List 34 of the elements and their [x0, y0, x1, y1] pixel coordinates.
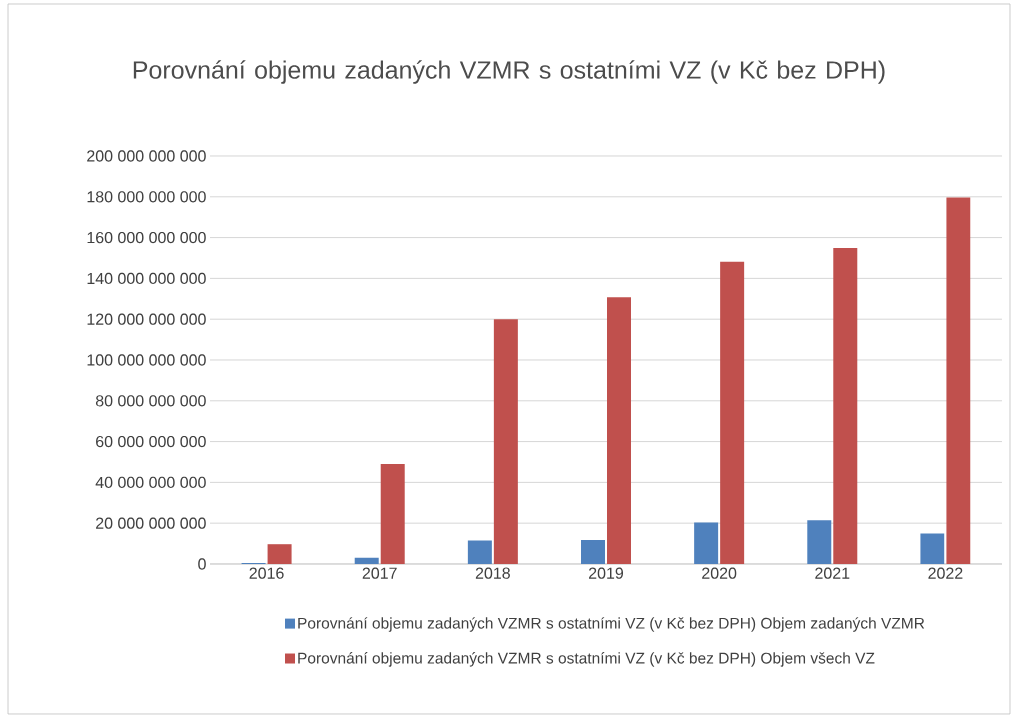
chart-title: Porovnání objemu zadaných VZMR s ostatními VZ (v Kč bez DPH)	[133, 60, 885, 84]
y-tick-label: 120 000 000 000	[87, 313, 206, 325]
y-tick-label: 180 000 000 000	[87, 191, 206, 203]
y-tick-label: 100 000 000 000	[87, 354, 206, 366]
x-tick-label: 2021	[815, 567, 850, 579]
y-tick-label: 200 000 000 000	[87, 150, 206, 162]
bar	[833, 248, 858, 564]
bar	[807, 520, 832, 564]
x-tick-label: 2020	[702, 567, 737, 579]
x-tick-label: 2017	[362, 567, 397, 579]
legend-label: Porovnání objemu zadaných VZMR s ostatními VZ (v Kč bez DPH) Objem všech VZ	[298, 652, 875, 667]
bar	[354, 557, 379, 564]
bar	[267, 544, 292, 564]
bar	[581, 539, 605, 564]
bar	[694, 522, 719, 564]
y-tick-label: 20 000 000 000	[96, 517, 206, 529]
x-tick-label: 2022	[928, 567, 963, 579]
y-tick-label: 40 000 000 000	[95, 476, 206, 489]
x-tick-label: 2016	[249, 567, 284, 579]
y-tick-label: 0	[198, 558, 206, 570]
bar	[607, 297, 631, 564]
y-tick-label: 60 000 000 000	[96, 435, 206, 448]
y-tick-label: 140 000 000 000	[87, 272, 206, 285]
y-tick-label: 160 000 000 000	[87, 231, 206, 244]
x-tick-label: 2019	[589, 567, 624, 579]
bar	[920, 533, 945, 564]
bar	[493, 319, 518, 564]
bar	[946, 197, 971, 564]
y-tick-label: 80 000 000 000	[95, 395, 206, 407]
bar	[380, 464, 405, 564]
bar	[467, 540, 492, 564]
x-tick-label: 2018	[475, 567, 510, 579]
bar	[720, 261, 745, 564]
legend-label: Porovnání objemu zadaných VZMR s ostatními VZ (v Kč bez DPH) Objem zadaných VZMR	[298, 617, 925, 632]
